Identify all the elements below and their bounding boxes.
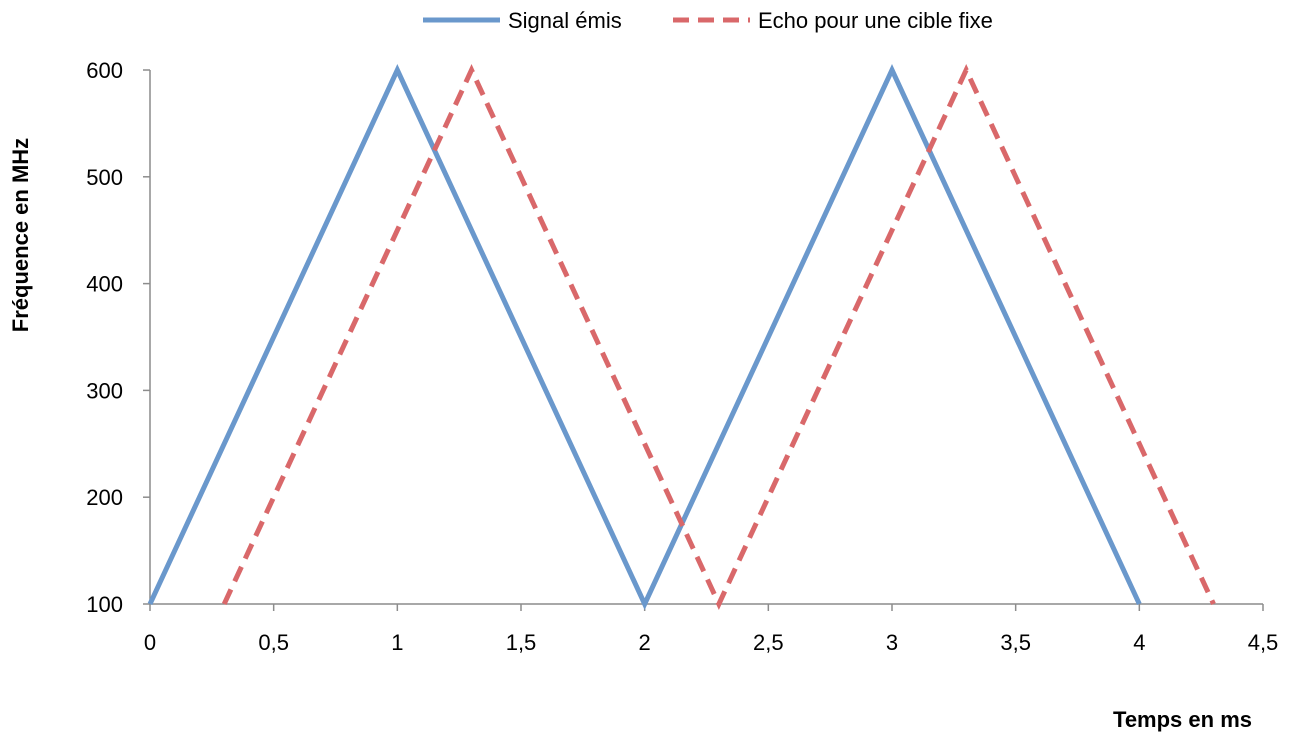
y-tick-label: 100 [86, 592, 123, 617]
x-tick-label: 3 [886, 630, 898, 655]
series-line-echo [221, 64, 1216, 610]
x-tick-label: 2,5 [753, 630, 784, 655]
x-tick-label: 1 [391, 630, 403, 655]
series-line-signal [147, 64, 1142, 610]
legend: Signal émis Echo pour une cible fixe [423, 8, 993, 33]
y-tick-label: 600 [86, 58, 123, 83]
y-tick-label: 500 [86, 165, 123, 190]
x-tick-label: 0 [144, 630, 156, 655]
x-tick-label: 4 [1133, 630, 1145, 655]
y-tick-label: 300 [86, 378, 123, 403]
y-ticks: 100 200 300 400 500 600 [86, 58, 150, 617]
x-tick-label: 1,5 [506, 630, 537, 655]
x-tick-label: 2 [639, 630, 651, 655]
y-tick-label: 200 [86, 485, 123, 510]
axes [149, 70, 1263, 605]
y-tick-label: 400 [86, 272, 123, 297]
y-axis-title: Fréquence en MHz [8, 138, 33, 332]
x-tick-label: 4,5 [1248, 630, 1279, 655]
x-axis-title: Temps en ms [1113, 707, 1252, 732]
x-tick-label: 0,5 [258, 630, 289, 655]
x-ticks: 0 0,5 1 1,5 2 2,5 3 3,5 4 4,5 [144, 604, 1278, 655]
legend-label-echo: Echo pour une cible fixe [758, 8, 993, 33]
x-tick-label: 3,5 [1000, 630, 1031, 655]
series-layer [147, 64, 1216, 610]
legend-label-signal: Signal émis [508, 8, 622, 33]
